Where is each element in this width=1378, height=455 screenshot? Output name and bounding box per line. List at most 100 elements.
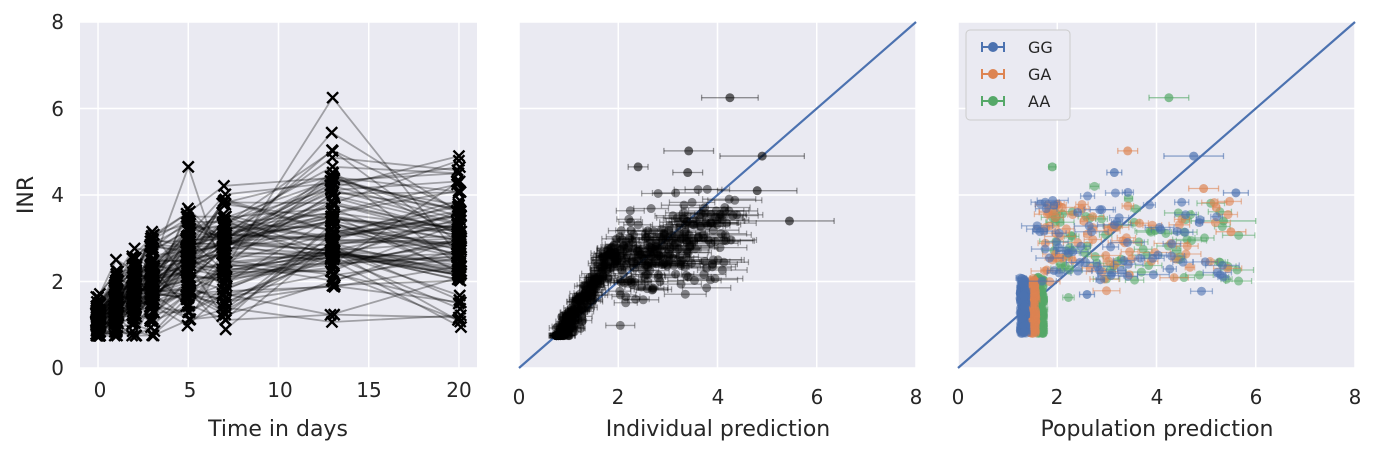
data-point [553,331,563,341]
data-point [1047,162,1057,172]
data-point [1199,184,1209,194]
data-point [627,235,637,245]
data-point [680,289,690,299]
data-point [752,186,762,196]
data-point [682,252,692,262]
data-point [682,245,692,255]
data-point [678,213,688,223]
data-point [631,259,641,269]
data-point [593,280,603,290]
data-point [616,244,626,254]
data-point [651,241,661,251]
observation-marker [451,268,465,282]
data-point [698,230,708,240]
observation-marker [109,300,122,314]
data-point [568,304,578,314]
observation-marker [219,323,233,336]
data-point [588,295,598,305]
data-point [587,291,597,301]
observation-marker [217,264,230,278]
data-point [599,255,609,265]
observation-marker [453,239,467,253]
data-point [616,277,626,287]
data-point [634,256,644,266]
data-point [643,249,653,259]
data-point [1123,201,1133,211]
data-point [611,239,621,249]
data-point [586,296,596,306]
data-point [673,245,683,255]
data-point [657,224,667,234]
data-point [569,327,579,337]
data-point [642,276,652,286]
data-point [683,272,693,282]
observation-marker [453,315,467,328]
observation-marker [183,222,197,236]
data-point [1164,93,1174,103]
data-point [582,302,592,312]
data-point [631,294,641,304]
data-point [602,251,612,261]
x-tick-label: 10 [267,378,292,402]
data-point [715,213,725,223]
data-point [559,329,569,339]
data-point [568,310,578,320]
data-point [693,232,703,242]
data-point [708,259,718,269]
data-point [683,168,693,178]
data-point [706,238,716,248]
observation-marker [179,289,193,303]
data-point [575,295,585,305]
observation-marker [147,329,160,342]
data-point [707,218,717,228]
data-point [563,314,573,324]
data-point [592,278,602,288]
data-point [673,230,683,240]
data-point [606,263,616,273]
data-point [665,221,675,231]
data-point [719,236,729,246]
observation-marker [325,315,339,329]
data-point [587,287,597,297]
data-point [602,246,612,256]
data-point [561,318,571,328]
x-tick-label: 4 [712,385,725,409]
data-point [581,288,591,298]
data-point [624,214,634,224]
observation-marker [218,193,232,206]
data-point [610,259,620,269]
observation-marker [180,265,194,278]
observation-marker [215,309,229,323]
data-point [700,257,710,267]
data-point [724,194,734,204]
data-point [568,316,578,326]
data-point [645,266,655,276]
data-point [645,242,655,252]
observation-marker [452,166,465,180]
data-point [565,312,575,322]
data-point [1063,292,1073,302]
x-tick-label: 5 [184,378,197,402]
data-point [716,229,726,239]
x-tick-label: 2 [612,385,625,409]
data-point [712,216,722,226]
data-point [570,297,580,307]
observation-marker [451,218,464,232]
data-point [558,329,568,339]
data-point [621,236,631,246]
data-point [629,256,639,266]
x-tick-labels: 0 5 10 15 20 [94,378,472,402]
data-point [611,249,621,259]
data-point [726,235,736,245]
observation-marker [217,219,231,232]
data-point [551,331,561,341]
data-point [661,235,671,245]
data-point [668,253,678,263]
data-point [696,221,706,231]
data-point [1136,267,1146,277]
data-point [592,275,602,285]
data-point [563,322,573,332]
data-point [551,331,561,341]
data-point [590,258,600,268]
data-point [564,307,574,317]
